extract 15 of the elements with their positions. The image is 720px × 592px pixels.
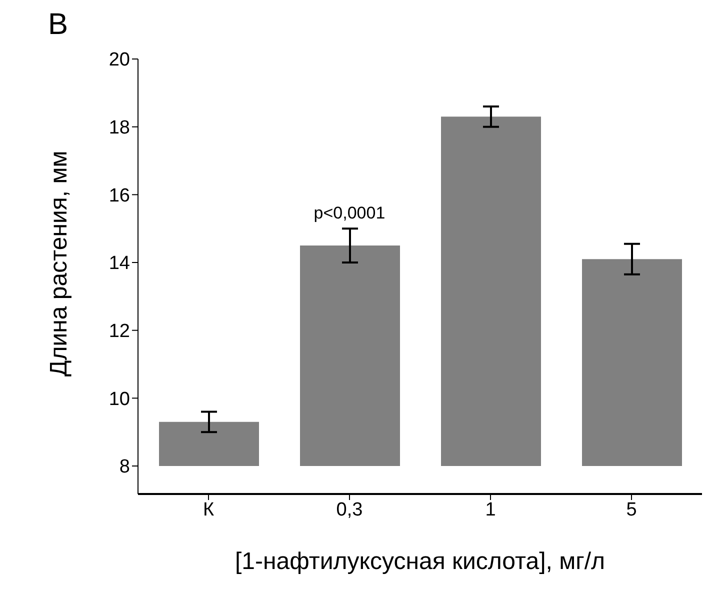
y-tick-label: 8 bbox=[119, 456, 130, 478]
y-tick-label: 16 bbox=[108, 185, 130, 206]
x-tick-label: 0,3 bbox=[336, 499, 363, 520]
x-tick-label: 5 bbox=[626, 499, 637, 520]
x-axis-title: [1-нафтилуксусная кислота], мг/л bbox=[235, 548, 605, 575]
y-tick-label: 12 bbox=[108, 321, 130, 342]
y-tick-label: 20 bbox=[108, 50, 130, 71]
annotation: p<0,0001 bbox=[314, 203, 386, 222]
y-axis-title: Длина растения, мм bbox=[46, 150, 73, 376]
x-tick-label: К bbox=[202, 499, 214, 520]
y-tick-label: 18 bbox=[108, 118, 130, 139]
chart-title: B bbox=[48, 8, 68, 42]
y-tick-label: 10 bbox=[108, 388, 130, 410]
x-tick-label: 1 bbox=[485, 499, 496, 520]
y-tick-label: 14 bbox=[108, 253, 130, 274]
